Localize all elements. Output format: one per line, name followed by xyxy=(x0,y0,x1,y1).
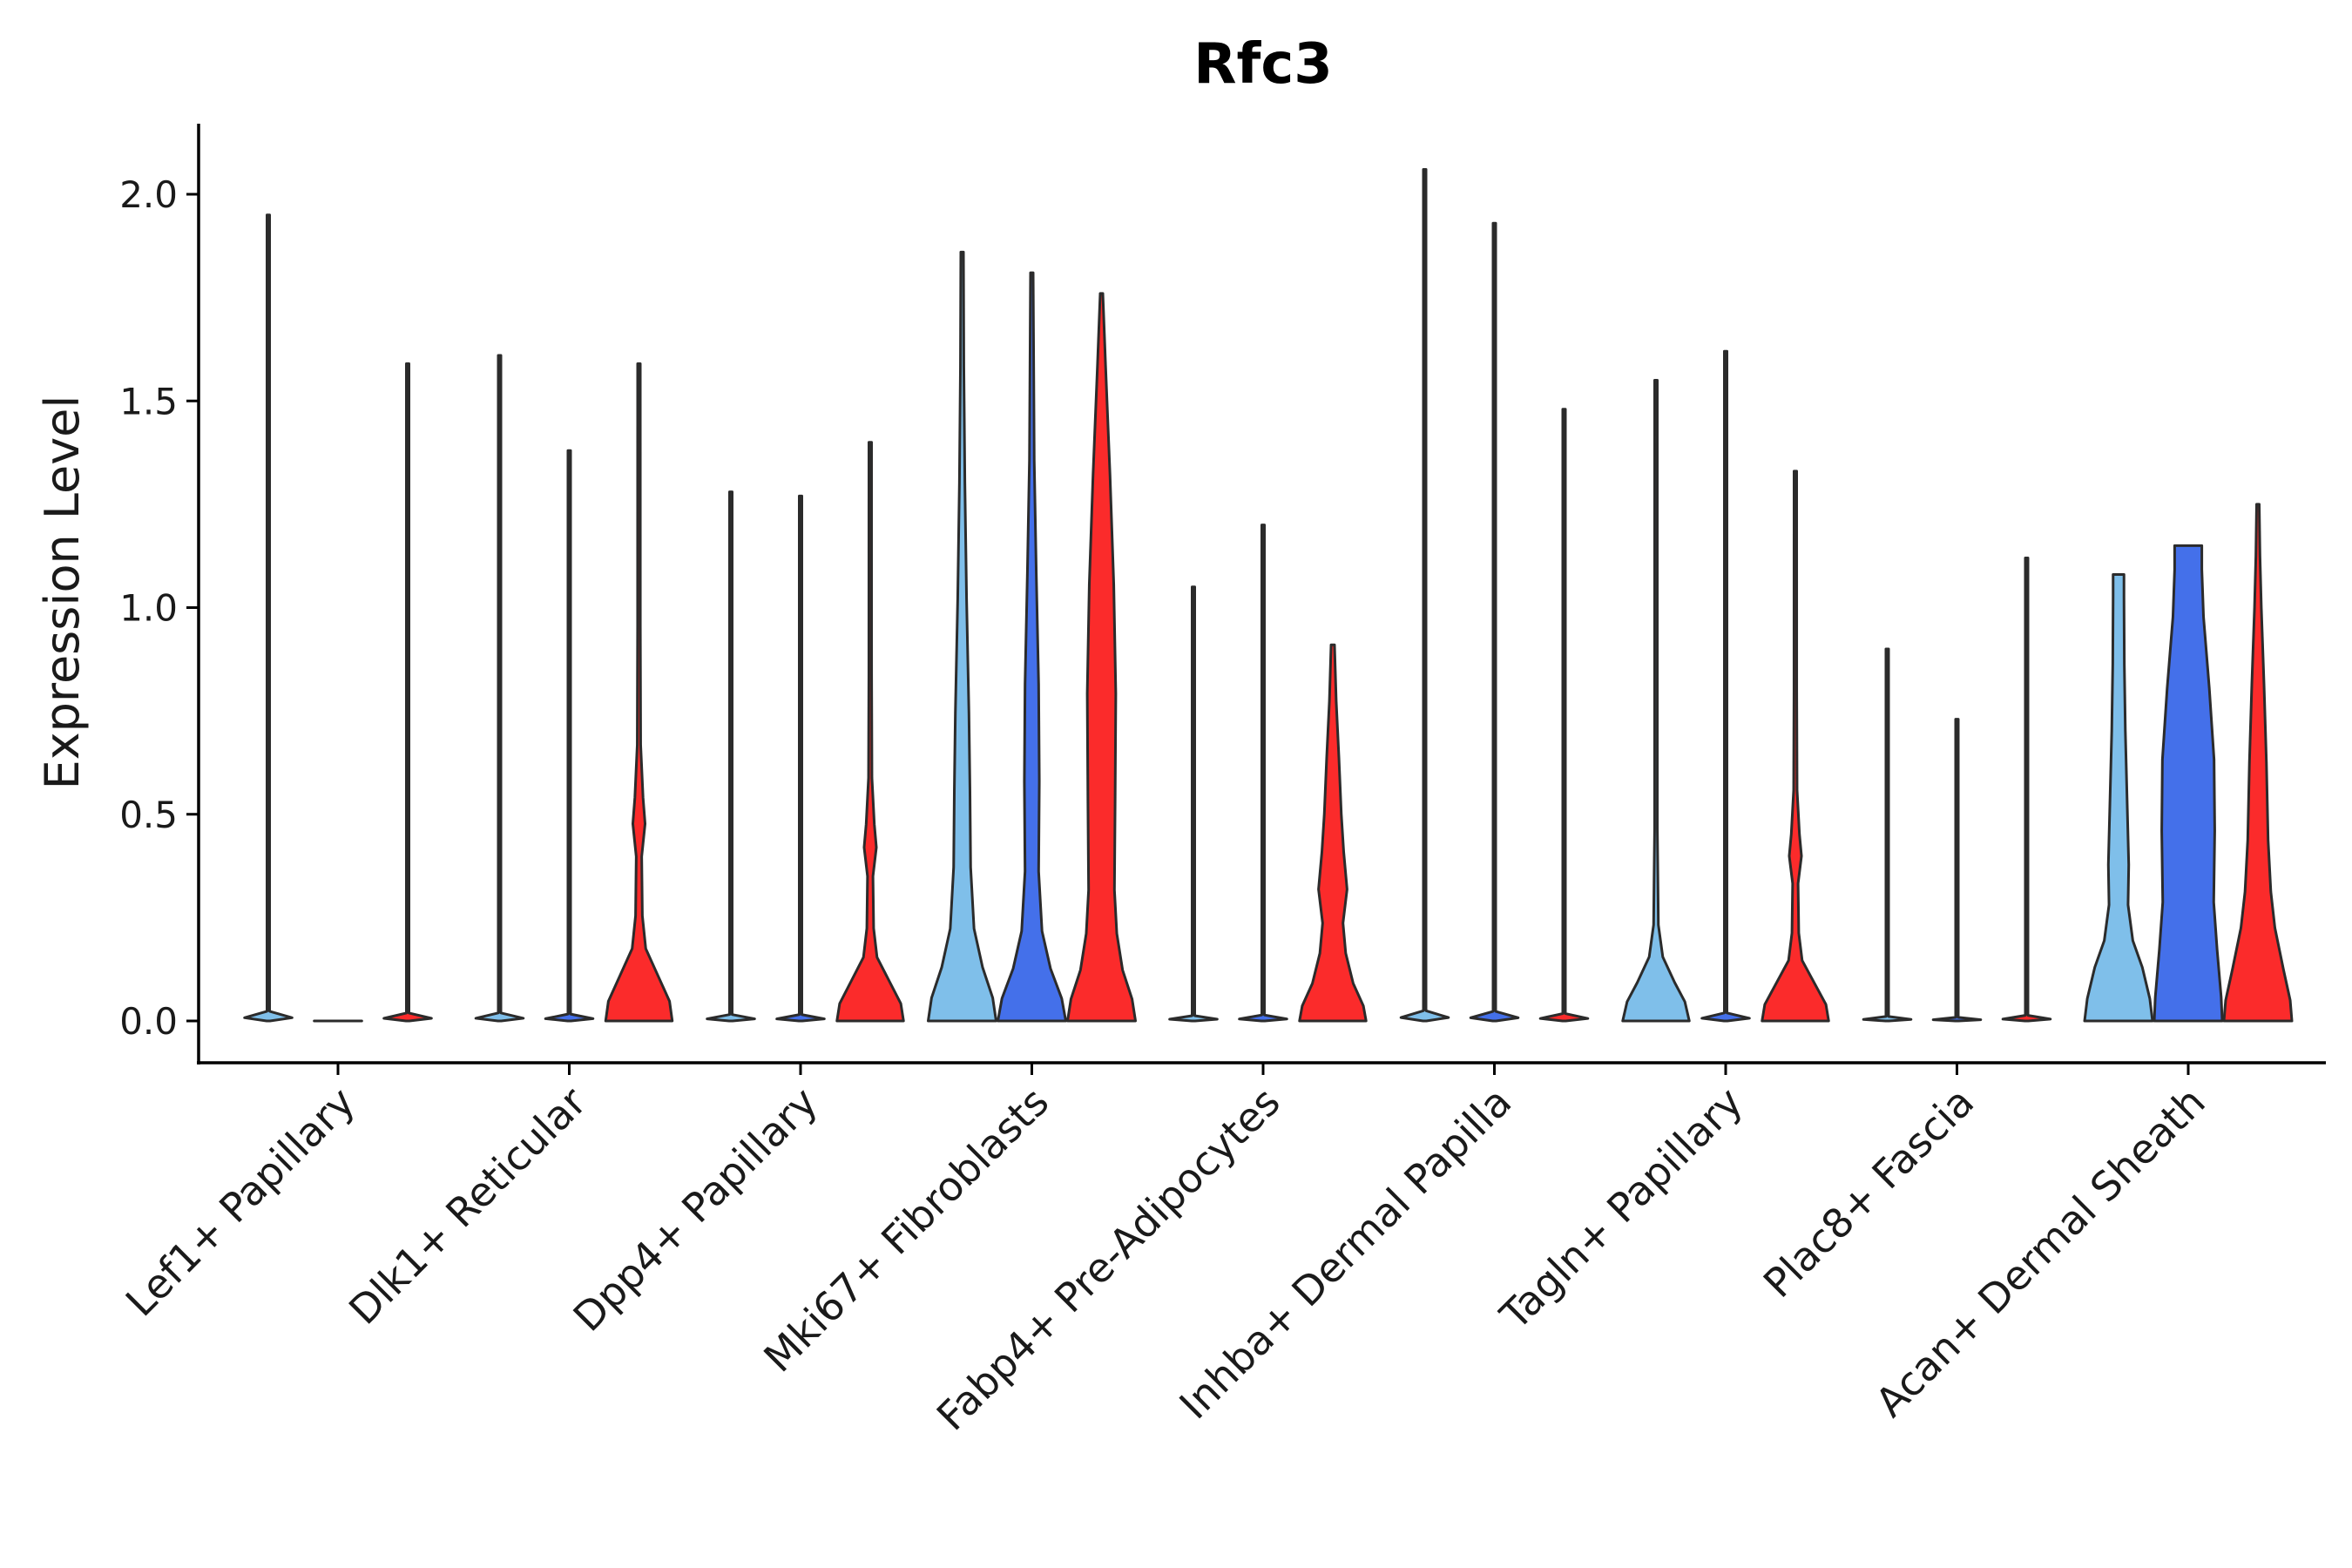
x-tick-label: Dpp4+ Papillary xyxy=(564,1078,827,1341)
violin-layer xyxy=(243,168,2294,1023)
violin-young-9 xyxy=(2083,573,2154,1023)
violin-young-7 xyxy=(1621,379,1691,1023)
violin-aged-5 xyxy=(1298,643,1368,1023)
y-tick-label: 1.5 xyxy=(119,380,178,422)
y-ticks: 0.0 0.5 1.0 1.5 2.0 xyxy=(119,173,199,1043)
violin-adult-6 xyxy=(1469,221,1520,1023)
violin-adult-8 xyxy=(1931,718,1983,1023)
violin-young-6 xyxy=(1399,168,1450,1023)
violin-adult-9 xyxy=(2153,544,2224,1023)
violin-aged-3 xyxy=(835,441,905,1023)
y-tick-label: 0.0 xyxy=(119,1000,178,1043)
violin-young-8 xyxy=(1862,647,1913,1023)
y-tick-label: 2.0 xyxy=(119,173,178,216)
violin-young-3 xyxy=(706,490,756,1023)
violin-aged-2 xyxy=(604,362,674,1023)
y-tick-label: 0.5 xyxy=(119,794,178,836)
x-tick-label: Lef1+ Papillary xyxy=(117,1078,364,1326)
violin-young-2 xyxy=(474,354,525,1023)
chart-title: Rfc3 xyxy=(1193,32,1333,97)
violin-young-5 xyxy=(1168,585,1219,1023)
violin-aged-6 xyxy=(1538,408,1590,1023)
violin-aged-9 xyxy=(2222,503,2294,1023)
x-tick-label: Tagln+ Papillary xyxy=(1490,1078,1752,1340)
y-tick-label: 1.0 xyxy=(119,587,178,630)
violin-young-4 xyxy=(927,250,997,1023)
violin-aged-4 xyxy=(1066,292,1137,1023)
violin-aged-1 xyxy=(382,362,433,1023)
violin-aged-7 xyxy=(1761,470,1830,1023)
violin-adult-2 xyxy=(544,449,595,1023)
violin-adult-7 xyxy=(1700,349,1751,1023)
x-tick-label: Plac8+ Fascia xyxy=(1754,1078,1983,1307)
x-tick-label: Dlk1+ Reticular xyxy=(340,1078,595,1334)
y-axis-label: Expression Level xyxy=(35,395,90,790)
violin-aged-8 xyxy=(2001,557,2052,1023)
axes xyxy=(197,124,2326,1064)
violin-adult-4 xyxy=(997,271,1067,1023)
violin-adult-3 xyxy=(775,494,826,1023)
violin-adult-5 xyxy=(1238,524,1288,1023)
violin-young-1 xyxy=(243,213,294,1023)
